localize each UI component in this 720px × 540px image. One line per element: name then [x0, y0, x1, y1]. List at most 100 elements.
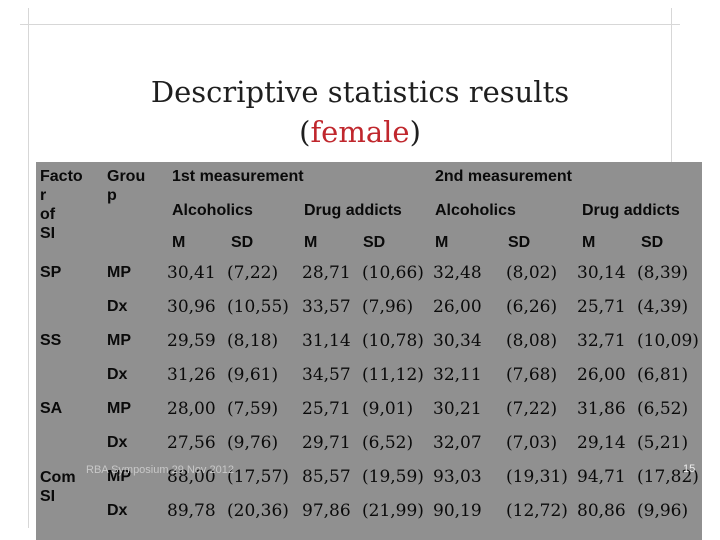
group-label: Dx — [107, 298, 128, 315]
stat-header: M — [435, 234, 449, 251]
factor-label-sp: SP — [40, 264, 62, 281]
factor-label-sa: SA — [40, 400, 63, 417]
population-header: Drug addicts — [304, 202, 402, 219]
group-label: Dx — [107, 366, 128, 383]
table-cell: (6,81) — [637, 365, 689, 385]
slide-footer: RBA Symposium 29 Nov 2012 — [86, 464, 234, 476]
slide-title-line1: Descriptive statistics results — [150, 75, 570, 109]
table-cell: (7,68) — [506, 365, 558, 385]
page-number: 15 — [683, 463, 696, 475]
stat-header: M — [582, 234, 596, 251]
table-cell: 30,21 — [433, 399, 482, 419]
table-cell: 89,78 — [167, 501, 216, 521]
table-cell: 30,34 — [433, 331, 482, 351]
population-header: Alcoholics — [435, 202, 516, 219]
factor-label-comsi: Com SI — [40, 469, 76, 505]
statistics-table: Facto r of SI Grou p 1st measurement 2nd… — [36, 162, 702, 540]
group-label: MP — [107, 400, 131, 417]
table-cell: 29,71 — [302, 433, 351, 453]
table-cell: 29,14 — [577, 433, 626, 453]
factor-header: Facto r of SI — [40, 168, 83, 242]
table-cell: (8,39) — [637, 263, 689, 283]
table-cell: 90,19 — [433, 501, 482, 521]
table-cell: 28,71 — [302, 263, 351, 283]
frame-left-line — [28, 8, 29, 528]
group-header: Grou p — [107, 168, 146, 204]
table-cell: 85,57 — [302, 467, 351, 487]
table-cell: 93,03 — [433, 467, 482, 487]
table-cell: 25,71 — [577, 297, 626, 317]
stat-header: M — [172, 234, 186, 251]
table-cell: 26,00 — [577, 365, 626, 385]
stat-header: M — [304, 234, 318, 251]
table-cell: (17,82) — [637, 467, 699, 487]
table-cell: 26,00 — [433, 297, 482, 317]
frame-top-line — [20, 24, 680, 25]
table-cell: 25,71 — [302, 399, 351, 419]
table-cell: 30,14 — [577, 263, 626, 283]
table-cell: 33,57 — [302, 297, 351, 317]
table-cell: (9,01) — [362, 399, 414, 419]
group-label: MP — [107, 468, 131, 485]
stat-header: SD — [508, 234, 531, 251]
table-cell: (12,72) — [506, 501, 568, 521]
measurement-header-1: 1st measurement — [172, 168, 304, 185]
table-cell: (17,57) — [227, 467, 289, 487]
table-cell: (19,59) — [362, 467, 424, 487]
title-highlight: female — [310, 115, 410, 149]
table-cell: 80,86 — [577, 501, 626, 521]
table-cell: (9,76) — [227, 433, 279, 453]
table-cell: (9,96) — [637, 501, 689, 521]
measurement-header-2: 2nd measurement — [435, 168, 572, 185]
table-cell: (11,12) — [362, 365, 424, 385]
table-cell: (10,78) — [362, 331, 424, 351]
population-header: Alcoholics — [172, 202, 253, 219]
table-cell: 94,71 — [577, 467, 626, 487]
table-cell: 30,41 — [167, 263, 216, 283]
table-cell: (10,66) — [362, 263, 424, 283]
slide-title-line2: (female) — [299, 115, 421, 149]
table-cell: (8,02) — [506, 263, 558, 283]
table-cell: (7,59) — [227, 399, 279, 419]
group-label: MP — [107, 264, 131, 281]
factor-label-ss: SS — [40, 332, 62, 349]
table-cell: (8,08) — [506, 331, 558, 351]
table-cell: (7,22) — [506, 399, 558, 419]
table-cell: 97,86 — [302, 501, 351, 521]
table-cell: (7,22) — [227, 263, 279, 283]
table-cell: (10,55) — [227, 297, 289, 317]
stat-header: SD — [641, 234, 664, 251]
table-cell: 34,57 — [302, 365, 351, 385]
table-cell: 32,11 — [433, 365, 482, 385]
table-cell: 32,71 — [577, 331, 626, 351]
table-cell: 28,00 — [167, 399, 216, 419]
table-cell: 88,00 — [167, 467, 216, 487]
table-cell: (4,39) — [637, 297, 689, 317]
table-cell: (19,31) — [506, 467, 568, 487]
table-cell: 30,96 — [167, 297, 216, 317]
group-label: MP — [107, 332, 131, 349]
stat-header: SD — [363, 234, 386, 251]
group-label: Dx — [107, 502, 128, 519]
table-cell: 29,59 — [167, 331, 216, 351]
group-label: Dx — [107, 434, 128, 451]
table-cell: 31,14 — [302, 331, 351, 351]
table-cell: (6,52) — [362, 433, 414, 453]
stat-header: SD — [231, 234, 254, 251]
table-cell: (7,96) — [362, 297, 414, 317]
table-cell: (9,61) — [227, 365, 279, 385]
table-cell: (7,03) — [506, 433, 558, 453]
table-cell: (10,09) — [637, 331, 699, 351]
table-cell: (21,99) — [362, 501, 424, 521]
table-cell: (6,26) — [506, 297, 558, 317]
table-cell: 32,48 — [433, 263, 482, 283]
table-cell: 31,26 — [167, 365, 216, 385]
table-cell: 32,07 — [433, 433, 482, 453]
table-cell: 27,56 — [167, 433, 216, 453]
table-cell: (6,52) — [637, 399, 689, 419]
table-cell: (8,18) — [227, 331, 279, 351]
table-cell: (20,36) — [227, 501, 289, 521]
table-cell: 31,86 — [577, 399, 626, 419]
population-header: Drug addicts — [582, 202, 680, 219]
